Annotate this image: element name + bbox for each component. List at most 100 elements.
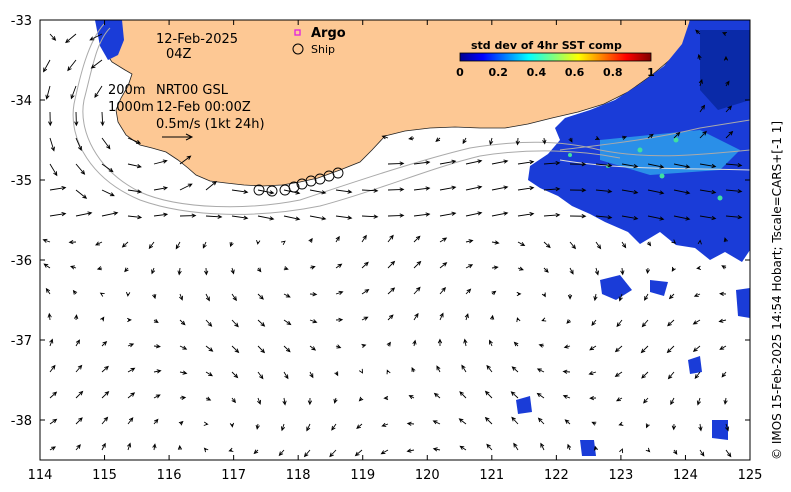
current-vector [645,447,651,453]
current-vector [465,288,472,295]
lat-tick-label: -34 [11,94,32,109]
current-vector [49,163,58,177]
current-vector [231,293,237,302]
lon-tick-label: 119 [350,468,375,483]
current-vector [49,364,56,373]
current-vector [667,319,675,327]
current-vector [491,159,509,165]
current-vector [257,345,266,354]
current-vector [127,343,135,348]
current-vector [516,317,521,323]
current-vector [283,293,291,298]
current-vector [621,241,627,249]
current-vector [432,420,441,425]
current-vector [309,265,316,270]
lon-tick-label: 123 [608,468,633,483]
current-vector [205,345,214,352]
current-vector [335,235,340,243]
current-vector [361,343,367,349]
lon-tick-label: 120 [415,468,440,483]
lon-tick-label: 121 [479,468,504,483]
current-vector [75,137,82,152]
current-vector [668,293,675,300]
current-vector [433,392,441,399]
current-vector [101,442,106,451]
current-vector [567,293,573,300]
current-vector [484,416,493,425]
current-vector [595,189,613,194]
current-vector [127,137,142,144]
current-vector [96,266,103,271]
current-vector [436,365,441,373]
current-vector [725,189,743,194]
current-vector [42,238,51,243]
current-vector [491,185,509,191]
current-vector [67,59,77,72]
current-vector [283,215,301,221]
current-vector [47,312,52,321]
current-vector [253,449,259,455]
colorbar-ticks: 0 0.2 0.4 0.6 0.8 1 [456,66,655,79]
current-vector [721,371,727,378]
current-vector [127,392,136,399]
current-vector [127,317,132,323]
current-vector [68,240,77,245]
current-vector [153,212,169,217]
current-vector [673,215,691,221]
current-vector [257,319,266,327]
depth-1000-label: 1000m [108,100,154,115]
current-vector [719,345,727,350]
current-vector [458,418,467,425]
current-vector [334,371,339,377]
current-vector [645,423,650,429]
current-vector [536,392,545,399]
current-vector [513,442,519,451]
colorbar-tick-label: 0.6 [565,66,585,79]
current-vector [280,423,286,432]
current-vector [671,266,676,272]
ship-marker [332,167,344,179]
current-vector [491,211,509,217]
current-vector [619,448,624,454]
current-vector [698,423,703,432]
current-vector [387,314,394,321]
current-vector [432,447,441,452]
current-vector [667,371,675,380]
current-vector [543,212,561,218]
current-vector [486,364,493,373]
current-vector [593,445,599,451]
current-vector [666,345,675,354]
colorbar-tick-label: 0.4 [527,66,547,79]
current-vector [153,418,159,425]
current-vector [413,160,431,165]
current-vector [386,341,391,347]
current-vector [588,371,597,376]
current-vector [719,291,727,297]
current-vector [569,241,577,250]
current-vector [647,133,654,139]
current-vector [101,341,108,347]
current-vector [439,159,457,165]
current-vector [718,318,727,323]
lon-tick-label: 114 [28,468,53,483]
current-vector [621,189,639,195]
current-vector [75,390,84,399]
current-vector [511,366,519,373]
current-vector [641,371,649,379]
current-vector [516,291,522,297]
current-vector [413,212,431,217]
current-vector [75,211,93,217]
current-vector [308,237,313,243]
current-vector [491,265,499,270]
current-vector [725,80,730,87]
current-vector [333,397,338,404]
lat-tick-label: -38 [11,414,32,429]
ship-marker [266,185,278,197]
current-vector [490,314,495,321]
current-vector [408,395,415,400]
current-vector [283,345,291,353]
current-vector [179,293,184,301]
current-vector [153,369,162,374]
current-vector [229,422,235,428]
current-vector [127,214,143,220]
